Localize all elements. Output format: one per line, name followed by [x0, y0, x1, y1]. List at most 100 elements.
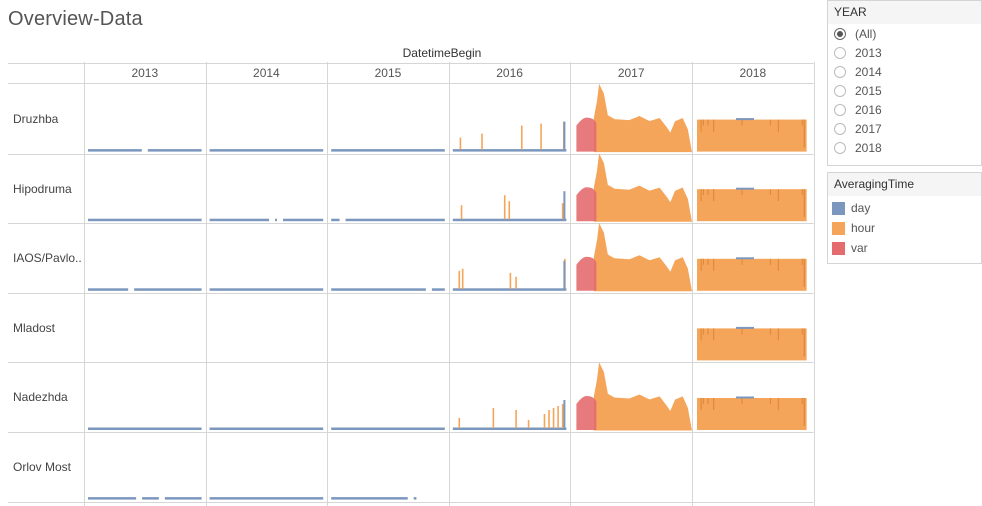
radio-icon[interactable] — [834, 103, 846, 116]
day-series-line — [134, 288, 202, 291]
year-header: 2013 — [131, 66, 159, 80]
station-label: Hipodruma — [13, 181, 72, 196]
radio-icon[interactable] — [834, 27, 846, 40]
legend-items: day hour var — [828, 196, 981, 258]
day-series-line — [142, 497, 159, 500]
hour-series-spike — [461, 268, 464, 289]
day-series-line — [209, 427, 324, 430]
hour-series-area — [697, 189, 807, 222]
station-label: Nadezhda — [13, 390, 68, 405]
day-series-mark — [736, 257, 754, 260]
year-filter-option-label: 2013 — [855, 45, 882, 60]
hour-series-tick — [777, 189, 779, 202]
hour-series-tick — [700, 328, 702, 341]
hour-series-tick — [769, 328, 772, 335]
hour-series-area — [593, 362, 692, 431]
hour-series-tick — [707, 189, 709, 196]
hour-series-spike — [557, 406, 559, 428]
year-header: 2018 — [739, 66, 767, 80]
day-series-spike — [563, 121, 566, 150]
day-series-line — [147, 149, 202, 152]
hour-series-tick — [707, 398, 709, 404]
legend-item-var[interactable]: var — [828, 238, 981, 258]
hour-series-spike — [481, 133, 483, 150]
hour-series-spike — [548, 410, 550, 428]
page-title: Overview-Data — [8, 8, 143, 30]
year-filter-option-label: 2018 — [855, 140, 882, 155]
day-series-line — [283, 218, 324, 222]
hour-series-spike — [515, 276, 517, 289]
day-series-mark — [736, 396, 754, 399]
hour-series-tick — [702, 258, 705, 265]
hour-series-tick — [702, 398, 705, 404]
hour-series-spike — [552, 408, 555, 428]
year-filter-option[interactable]: 2015 — [828, 81, 981, 100]
hour-series-tick — [777, 398, 779, 410]
legend-label: day — [851, 201, 871, 215]
radio-icon[interactable] — [834, 84, 846, 97]
hour-series-tick — [713, 119, 715, 132]
year-filter-option[interactable]: 2018 — [828, 138, 981, 157]
hour-series-tick — [702, 119, 705, 126]
hour-series-area — [697, 398, 807, 430]
station-label: Druzhba — [13, 112, 59, 126]
year-filter-options: (All) 2013 2014 2015 2016 2017 2018 — [828, 24, 981, 157]
year-filter-option-label: 2015 — [855, 83, 882, 98]
year-filter-option-label: 2014 — [855, 64, 882, 79]
hour-series-tick — [769, 119, 772, 126]
hour-series-area — [593, 83, 692, 153]
year-filter-option[interactable]: 2017 — [828, 119, 981, 138]
hour-series-tick — [707, 328, 709, 335]
year-filter-option-label: (All) — [855, 26, 877, 41]
legend-item-hour[interactable]: hour — [828, 218, 981, 238]
year-filter-option-label: 2017 — [855, 121, 882, 136]
day-series-line — [164, 497, 202, 500]
day-series-line — [88, 288, 129, 291]
day-series-line — [452, 218, 567, 222]
hour-series-tick — [777, 119, 779, 132]
day-series-mark — [736, 118, 754, 121]
hour-series-tick — [700, 189, 702, 202]
hour-series-tick — [741, 119, 743, 126]
hour-series-spike — [515, 410, 517, 428]
hour-series-area — [593, 153, 692, 222]
day-series-line — [88, 427, 202, 430]
year-filter-title: YEAR — [828, 1, 981, 24]
year-filter-option-label: 2016 — [855, 102, 882, 117]
day-series-line — [275, 218, 278, 222]
radio-icon[interactable] — [834, 65, 846, 78]
hour-series-spike — [509, 272, 512, 289]
legend-swatch — [832, 241, 845, 255]
legend-swatch — [832, 201, 845, 215]
hour-series-tick — [741, 258, 743, 265]
hour-series-spike — [527, 420, 530, 428]
legend-item-day[interactable]: day — [828, 198, 981, 218]
year-header: 2016 — [496, 66, 523, 80]
day-series-line — [431, 288, 445, 291]
hour-series-tick — [741, 398, 743, 404]
column-field-label: DatetimeBegin — [402, 46, 482, 60]
hour-series-tick — [741, 328, 743, 335]
radio-icon[interactable] — [834, 46, 846, 59]
var-series-area — [576, 256, 597, 291]
year-filter-option[interactable]: 2016 — [828, 100, 981, 119]
hour-series-tick — [769, 258, 772, 265]
day-series-mark — [736, 187, 754, 190]
hour-series-tick — [700, 119, 702, 132]
year-header: 2017 — [617, 66, 645, 80]
day-series-line — [88, 218, 202, 222]
hour-series-area — [697, 258, 807, 291]
day-series-line — [88, 497, 137, 500]
var-series-area — [576, 187, 597, 222]
hour-series-tick — [801, 328, 803, 335]
radio-icon[interactable] — [834, 122, 846, 135]
year-filter-option[interactable]: 2014 — [828, 62, 981, 81]
hour-series-tick — [713, 189, 715, 202]
radio-icon[interactable] — [834, 141, 846, 154]
day-series-line — [209, 288, 324, 291]
station-label: Orlov Most — [13, 460, 72, 474]
year-filter-option[interactable]: 2013 — [828, 43, 981, 62]
hour-series-spike — [460, 205, 463, 220]
legend-label: hour — [851, 221, 876, 235]
year-filter-option[interactable]: (All) — [828, 24, 981, 43]
